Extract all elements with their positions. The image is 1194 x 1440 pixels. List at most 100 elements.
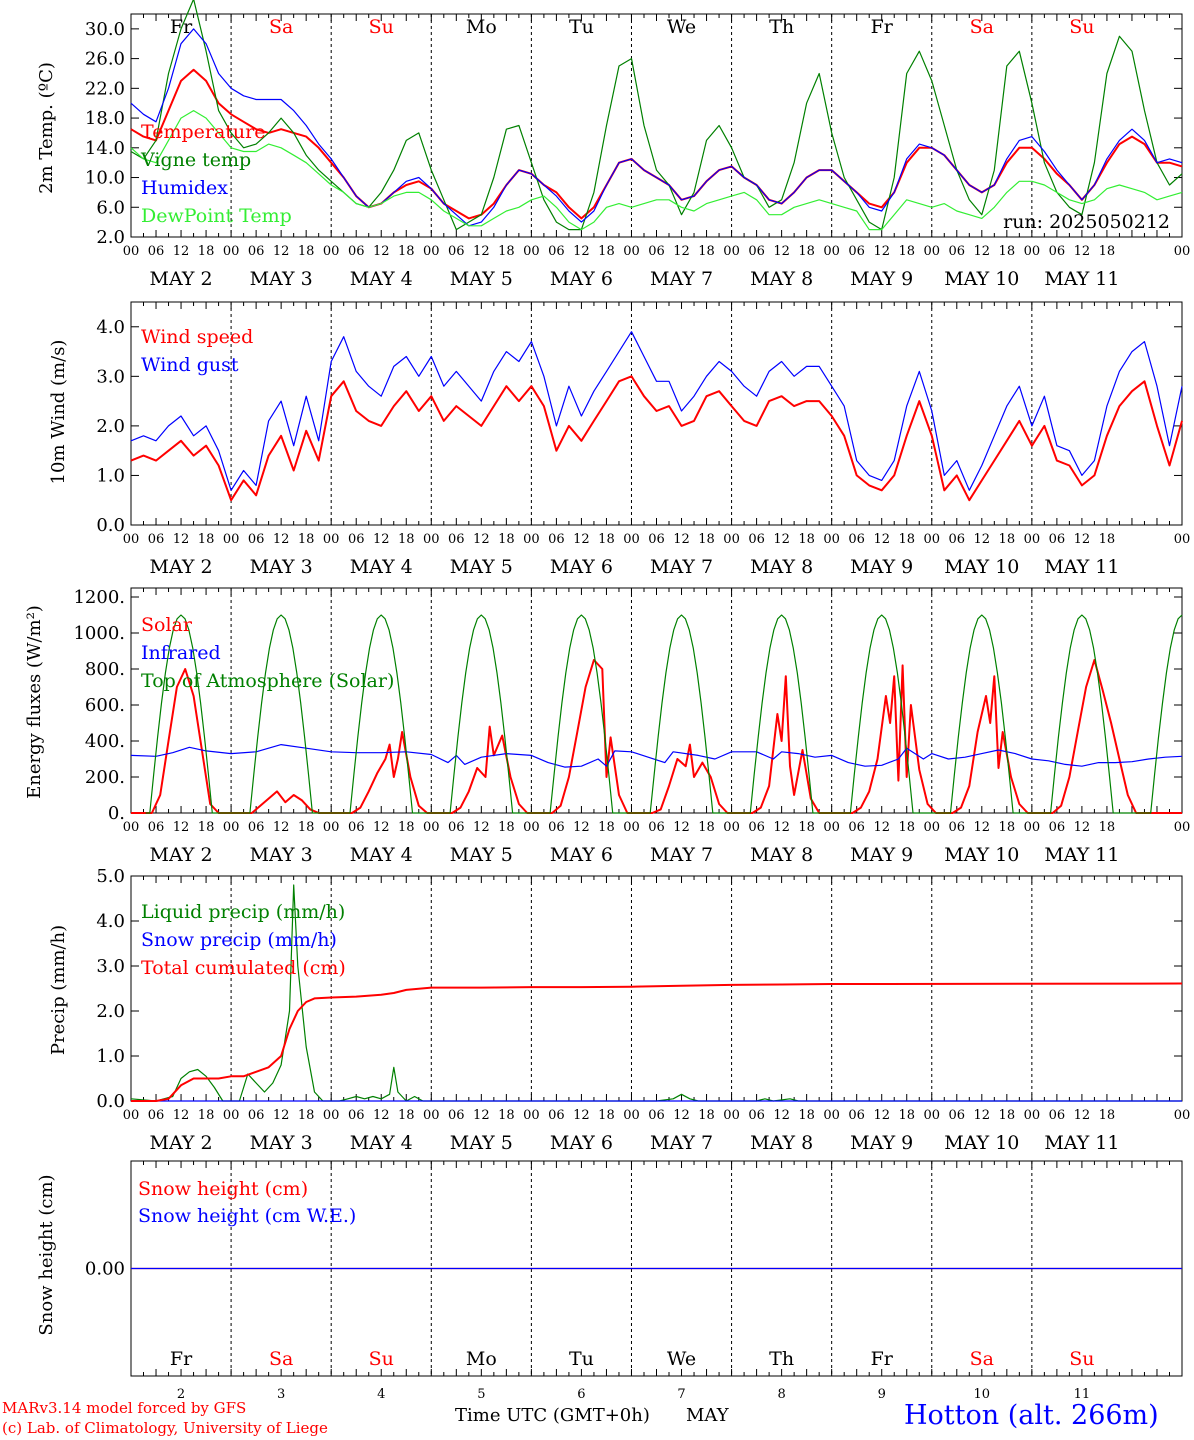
weekday-label: Fr (170, 1348, 193, 1370)
hour-tick-label: 00 (723, 820, 740, 835)
weekday-label: We (667, 16, 696, 38)
hour-tick-label: 18 (298, 244, 315, 259)
hour-tick-label: 12 (573, 820, 590, 835)
hour-tick-label: 12 (673, 532, 690, 547)
hour-tick-label: 00 (1174, 1108, 1191, 1123)
hour-tick-label: 12 (1074, 244, 1091, 259)
x-axis-month: MAY (686, 1405, 729, 1426)
hour-tick-label: 18 (898, 532, 915, 547)
date-label: MAY 2 (150, 844, 213, 866)
legend-humidex: Humidex (141, 177, 228, 199)
hour-tick-label: 18 (999, 244, 1016, 259)
date-label: MAY 7 (650, 1132, 713, 1154)
hour-tick-label: 18 (498, 244, 515, 259)
hour-tick-label: 00 (423, 820, 440, 835)
hour-tick-label: 00 (623, 1108, 640, 1123)
hour-tick-label: 00 (423, 532, 440, 547)
hour-tick-label: 00 (823, 1108, 840, 1123)
hour-tick-label: 18 (498, 1108, 515, 1123)
hour-tick-label: 00 (523, 1108, 540, 1123)
hour-tick-label: 18 (798, 820, 815, 835)
panel-temperature: 2.0 6.0 10.0 14.0 18.0 22.0 26.0 30.0 2m Temp. (… (36, 0, 1190, 290)
y-tick-label: 4.0 (96, 317, 125, 338)
weekday-label: Su (1069, 16, 1094, 38)
hour-tick-label: 00 (823, 244, 840, 259)
hour-tick-label: 12 (573, 532, 590, 547)
hour-tick-label: 12 (173, 244, 190, 259)
hour-tick-label: 00 (223, 820, 240, 835)
day-number-label: 10 (974, 1387, 991, 1402)
hour-tick-label: 00 (423, 244, 440, 259)
hour-tick-label: 18 (198, 1108, 215, 1123)
hour-tick-label: 06 (448, 244, 465, 259)
date-label: MAY 8 (750, 556, 813, 578)
y-tick-label: 0.0 (96, 1091, 125, 1112)
date-label: MAY 8 (750, 1132, 813, 1154)
day-number-label: 4 (377, 1387, 385, 1402)
weekday-label: Sa (269, 1348, 293, 1370)
weekday-label: Th (769, 16, 794, 38)
series-line-dewpoint-temp (130, 110, 1183, 231)
hour-tick-label: 18 (198, 244, 215, 259)
panel-snow: 0.00 Snow height (cm) Snow height (cm) Snow… (36, 1160, 1183, 1402)
hour-tick-label: 18 (798, 532, 815, 547)
hour-tick-label: 18 (198, 820, 215, 835)
hour-tick-label: 12 (1074, 532, 1091, 547)
hour-tick-label: 18 (398, 1108, 415, 1123)
day-number-label: 8 (777, 1387, 785, 1402)
hour-tick-label: 12 (773, 820, 790, 835)
hour-tick-label: 06 (648, 244, 665, 259)
date-label: MAY 6 (550, 556, 613, 578)
hour-tick-label: 12 (673, 1108, 690, 1123)
date-label: MAY 5 (450, 556, 513, 578)
hour-tick-label: 06 (148, 820, 165, 835)
hour-tick-label: 18 (498, 532, 515, 547)
y-tick-label: 5.0 (96, 866, 125, 887)
day-number-label: 11 (1074, 1387, 1091, 1402)
series-line-wind-gust (130, 331, 1183, 491)
hour-tick-label: 06 (748, 244, 765, 259)
hour-tick-label: 12 (974, 532, 991, 547)
hour-tick-label: 12 (773, 1108, 790, 1123)
plot-frame (130, 301, 1183, 526)
y-tick-label: 10.0 (85, 168, 125, 189)
hour-tick-label: 00 (623, 532, 640, 547)
hour-tick-label: 00 (1024, 820, 1041, 835)
hour-tick-label: 00 (223, 1108, 240, 1123)
hour-tick-label: 18 (898, 244, 915, 259)
panel-precip: 0.0 1.0 2.0 3.0 4.0 5.0 Precip (mm/h) Liquid pr… (48, 866, 1190, 1154)
legend-vigne-temp: Vigne temp (140, 149, 251, 171)
date-label: MAY 9 (850, 1132, 913, 1154)
hour-tick-label: 00 (923, 532, 940, 547)
panel-energy: 0. 200. 400. 600. 800. 1000. 1200. Energy fluxe… (24, 587, 1190, 866)
hour-tick-label: 06 (748, 820, 765, 835)
y-tick-label: 30.0 (85, 19, 125, 40)
hour-tick-label: 12 (473, 532, 490, 547)
hour-tick-label: 06 (348, 244, 365, 259)
hour-tick-label: 18 (598, 820, 615, 835)
date-label: MAY 9 (850, 268, 913, 290)
weekday-label: Su (369, 16, 394, 38)
hour-tick-label: 06 (148, 1108, 165, 1123)
hour-tick-label: 00 (723, 532, 740, 547)
hour-tick-label: 18 (398, 532, 415, 547)
weekday-label: Sa (269, 16, 293, 38)
hour-tick-label: 06 (1049, 532, 1066, 547)
hour-tick-label: 00 (923, 820, 940, 835)
date-label: MAY 5 (450, 844, 513, 866)
hour-tick-label: 18 (698, 244, 715, 259)
plot-frame (130, 587, 1183, 814)
hour-tick-label: 18 (798, 244, 815, 259)
legend-snow-precip-mm-h-: Snow precip (mm/h) (141, 929, 337, 951)
date-label: MAY 7 (650, 268, 713, 290)
hour-tick-label: 18 (398, 820, 415, 835)
y-tick-label: 3.0 (96, 366, 125, 387)
hour-tick-label: 00 (823, 820, 840, 835)
y-tick-label: 1.0 (96, 1046, 125, 1067)
y-tick-label: 2.0 (96, 1001, 125, 1022)
hour-tick-label: 18 (1099, 820, 1116, 835)
weekday-label: Fr (871, 1348, 894, 1370)
hour-tick-label: 18 (698, 820, 715, 835)
hour-tick-label: 00 (123, 244, 140, 259)
hour-tick-label: 06 (348, 532, 365, 547)
